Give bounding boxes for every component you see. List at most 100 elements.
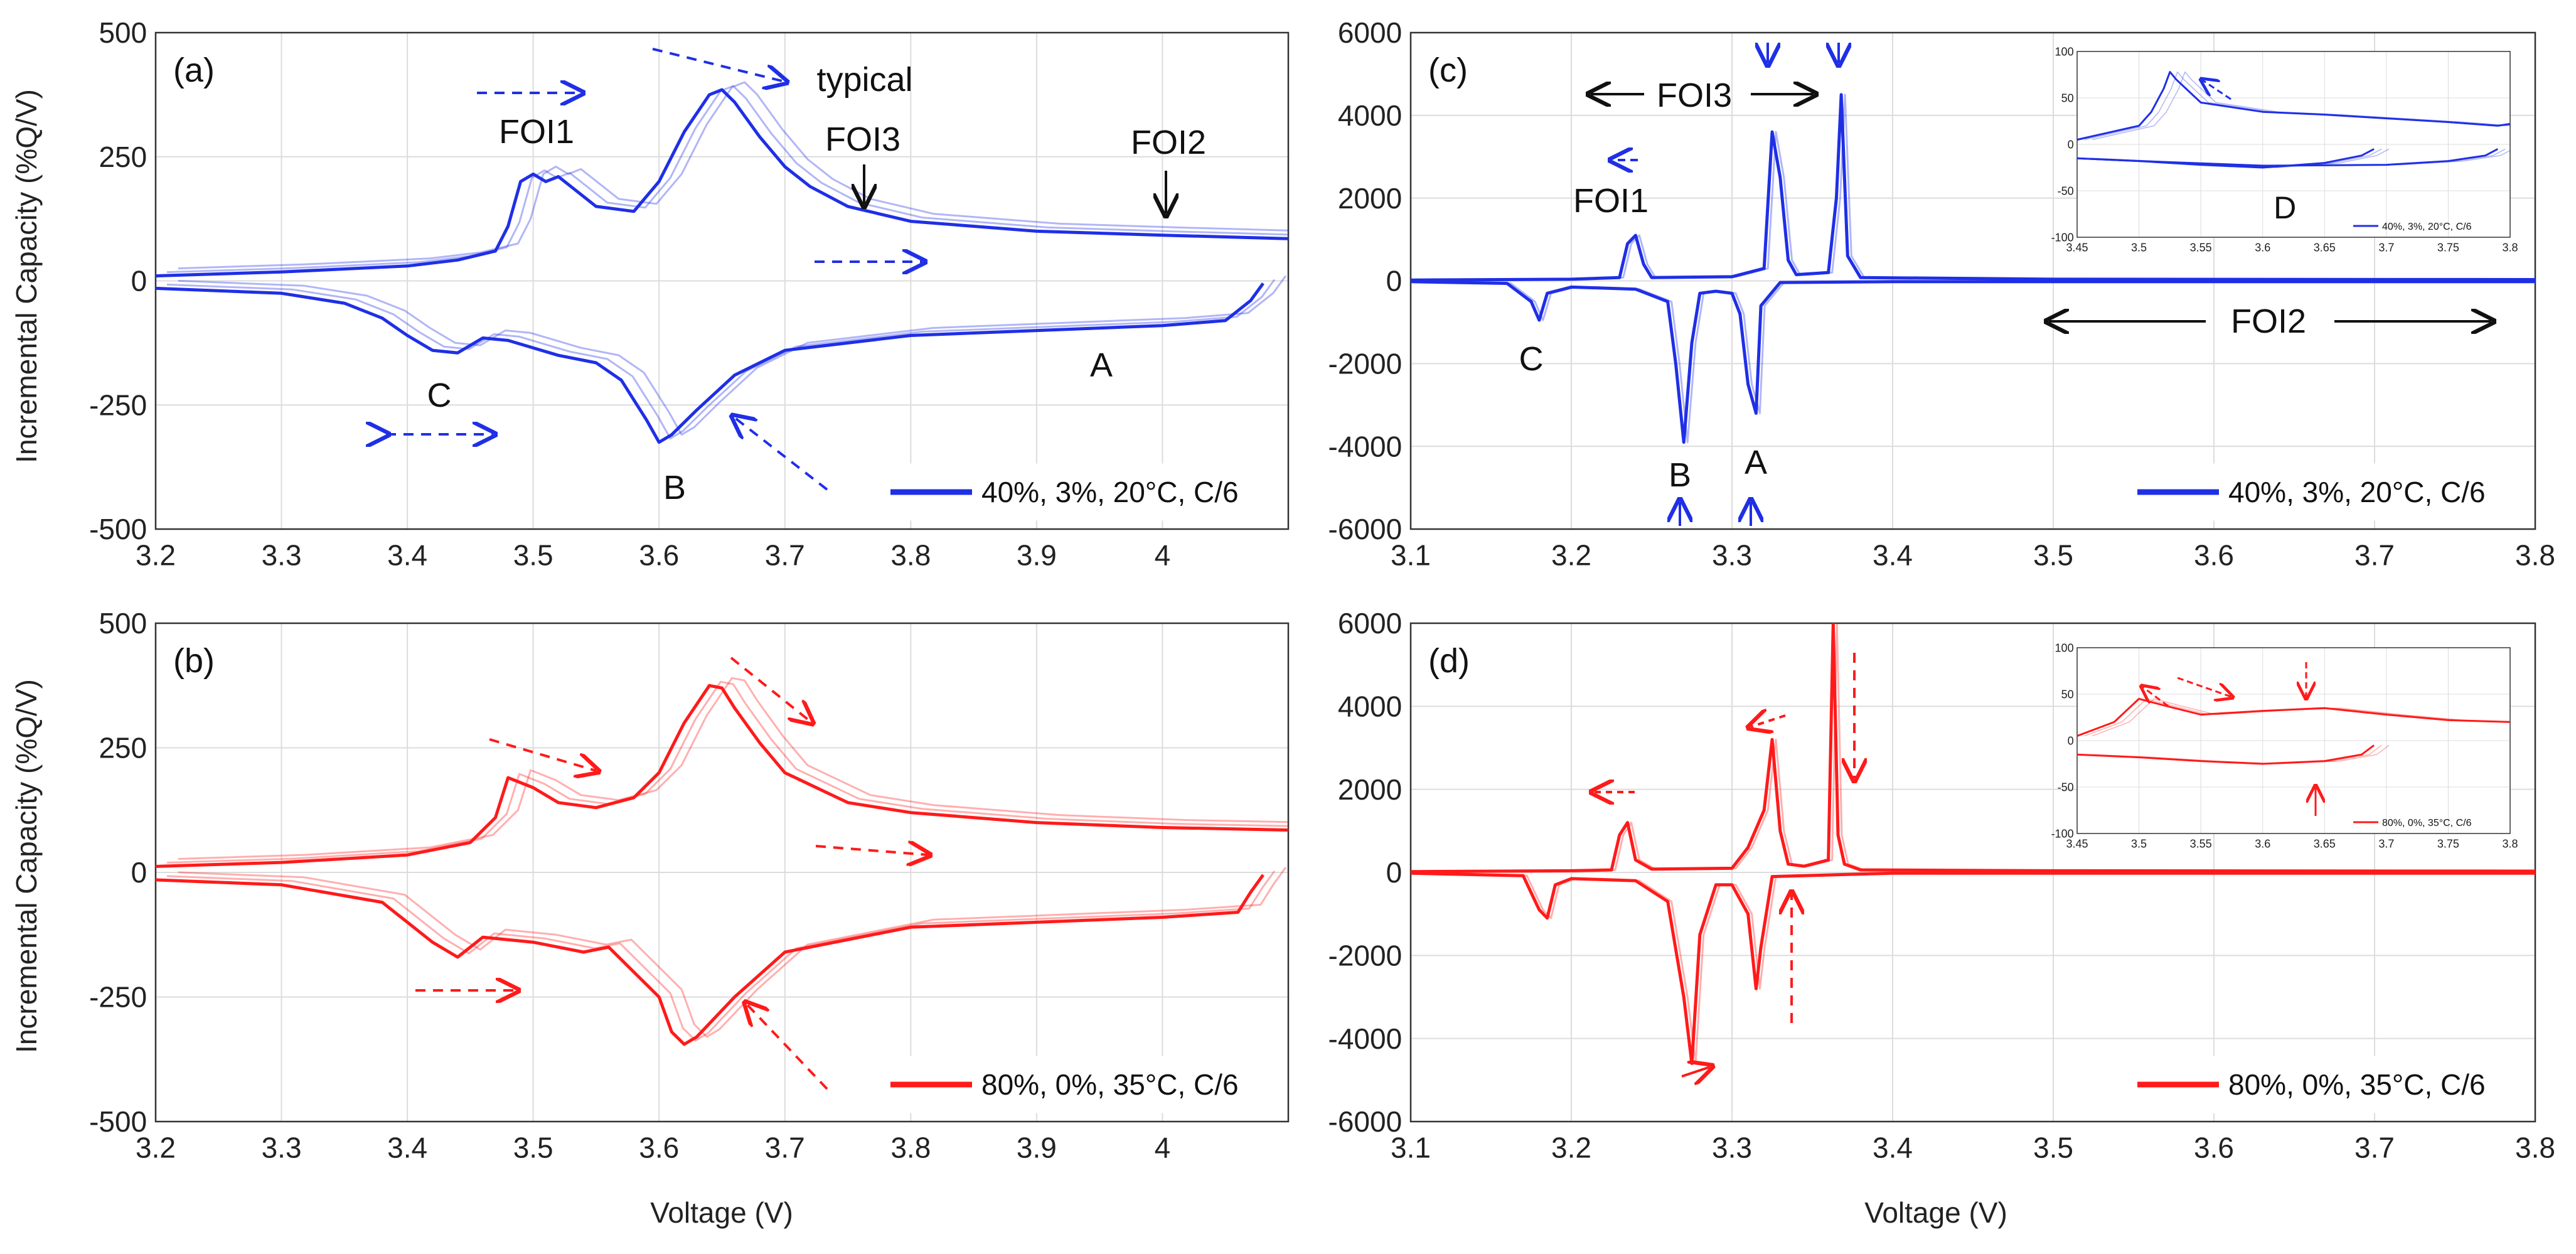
panel-c-x-tick-label: 3.4 [1873, 539, 1913, 572]
panel-b-y-tick-label: -250 [89, 981, 147, 1014]
panel-c-inset-y-tick-label: 100 [2055, 45, 2074, 58]
panel-c-y-tick-label: -4000 [1328, 430, 1403, 463]
panel-c-inset-series-line-0 [2092, 71, 2510, 141]
panel-c-series-line-discharge [1414, 281, 2535, 444]
panel-d-inset-x-tick-label: 3.45 [2066, 838, 2088, 850]
panel-c-inset-legend-label: 40%, 3%, 20°C, C/6 [2382, 222, 2472, 232]
panel-a-annotations: FOI1 typical FOI3 FOI2 A B C [386, 48, 1206, 506]
panel-d-x-tick-label: 3.7 [2354, 1132, 2395, 1164]
panel-b-series-group [156, 677, 1288, 1046]
panel-c-legend-label: 40%, 3%, 20°C, C/6 [2228, 476, 2486, 508]
panel-b-x-tick-label: 3.4 [387, 1132, 427, 1164]
panel-a-frame [154, 31, 1290, 530]
panel-d-x-tick-label: 3.4 [1873, 1132, 1913, 1164]
panel-c-y-tick-label: 0 [1386, 265, 1403, 297]
panel-c-annotations: FOI3 FOI1 FOI2 A B C [1519, 43, 2492, 526]
panel-a-legend-label: 40%, 3%, 20°C, C/6 [981, 476, 1239, 508]
annotation-c-b: B [1669, 456, 1691, 494]
panel-c-series-line-charge [1414, 94, 2535, 281]
panel-d-x-tick-label: 3.2 [1551, 1132, 1591, 1164]
annotation-c-foi2: FOI2 [2231, 303, 2306, 340]
panel-d-inset-series-line-1 [2077, 744, 2375, 765]
panel-d-inset-x-tick-label: 3.5 [2131, 838, 2147, 850]
panel-d-inset-x-tick-label: 3.55 [2190, 838, 2212, 850]
annotation-c-foi3: FOI3 [1657, 77, 1732, 114]
panel-a-series-line-charge [156, 88, 1288, 278]
panel-d-x-tick-label: 3.8 [2515, 1132, 2555, 1164]
panel-b-x-tick-label: 3.5 [513, 1132, 553, 1164]
panel-d-inset-x-tick-label: 3.7 [2378, 838, 2394, 850]
annotation-foi2: FOI2 [1131, 124, 1206, 161]
panel-a-series-line-charge [166, 85, 1288, 274]
panel-b-y-tick-label: -500 [89, 1105, 147, 1138]
panel-c-series-line-discharge [1411, 280, 2535, 444]
panel-a-x-tick-label: 3.7 [765, 539, 805, 572]
dashed-arrow-b1 [489, 738, 596, 771]
panel-d: 3.1 3.2 3.3 3.4 3.5 3.6 3.7 3.8 6000 4000 2000 0 -20… [1328, 607, 2555, 1164]
panel-d-y-tick-label: 0 [1386, 856, 1403, 889]
annotation-c-foi1: FOI1 [1573, 182, 1649, 220]
panel-d-inset: 3.45 3.5 3.55 3.6 3.65 3.7 3.75 3.8 100 50 0 -50 -10… [2051, 641, 2518, 850]
panel-b-x-tick-label: 3.7 [765, 1132, 805, 1164]
panel-b-y-tick-label: 250 [99, 732, 147, 764]
panel-d-y-tick-label: -4000 [1328, 1022, 1403, 1055]
panel-b-x-tick-label: 3.6 [639, 1132, 679, 1164]
dashed-arrow-d2 [1751, 715, 1786, 727]
annotation-foi3: FOI3 [825, 121, 901, 158]
panel-d-inset-y-tick-label: 0 [2068, 734, 2074, 747]
panel-c-inset-x-tick-label: 3.75 [2437, 242, 2459, 254]
panel-d-inset-y-tick-label: 100 [2055, 641, 2074, 654]
panel-c-inset-y-tick-label: -100 [2051, 231, 2074, 244]
panel-d-series-line-charge [1411, 623, 2535, 874]
panel-c-inset-x-tick-label: 3.6 [2255, 242, 2270, 254]
panel-a-x-tick-label: 3.3 [262, 539, 302, 572]
panel-c-inset-frame [2076, 51, 2511, 238]
dashed-arrow-5 [734, 417, 828, 491]
panel-c-inset-y-tick-label: 0 [2068, 138, 2074, 151]
panel-c-inset-x-tick-label: 3.55 [2190, 242, 2212, 254]
panel-a-y-tick-label: 500 [99, 16, 147, 49]
shared-ylabel-bottom: Incremental Capacity (%Q/V) [10, 679, 43, 1053]
panel-a-series-line-discharge [178, 275, 1287, 436]
annotation-c-c: C [1519, 340, 1544, 378]
panel-b-x-tick-label: 4 [1155, 1132, 1171, 1164]
panel-b-series-line-charge [178, 677, 1288, 860]
panel-a-y-tick-label: 0 [131, 265, 147, 297]
panel-a-series-line-discharge [166, 279, 1276, 440]
panel-a-x-tick-label: 3.9 [1017, 539, 1057, 572]
panel-c-x-tick-label: 3.3 [1712, 539, 1752, 572]
panel-c-series-line-charge [1411, 93, 2535, 282]
panel-c-inset-x-tick-label: 3.65 [2314, 242, 2336, 254]
panel-d-inset-x-tick-label: 3.65 [2314, 838, 2336, 850]
panel-b-series-line-discharge [156, 874, 1264, 1046]
panel-c-x-tick-label: 3.8 [2515, 539, 2555, 572]
panel-a-x-tick-label: 3.4 [387, 539, 427, 572]
inset-annotations [2143, 80, 2316, 816]
panel-a-x-tick-label: 3.8 [890, 539, 931, 572]
panel-b: 3.2 3.3 3.4 3.5 3.6 3.7 3.8 3.9 4 500 250 0 -250 -500… [89, 607, 1290, 1164]
panel-b-series-line-discharge [166, 871, 1276, 1042]
panel-d-inset-frame [2076, 647, 2511, 834]
panel-d-inset-y-tick-label: -100 [2051, 827, 2074, 840]
panel-a-x-tick-label: 3.5 [513, 539, 553, 572]
panel-d-legend-label: 80%, 0%, 35°C, C/6 [2228, 1068, 2486, 1101]
panel-a-y-tick-label: -250 [89, 389, 147, 421]
panel-c-inset-series-line-2 [2077, 148, 2499, 167]
panel-c-y-tick-label: -6000 [1328, 513, 1403, 545]
panel-b-annotations [415, 656, 927, 1090]
panel-d-inset-series-group [2077, 697, 2510, 765]
panel-c-inset-series-line-0 [2077, 71, 2510, 141]
dashed-arrow-2 [652, 48, 784, 82]
dashed-arrow-b5 [747, 1004, 828, 1090]
panel-a-x-tick-label: 4 [1155, 539, 1171, 572]
panel-b-y-tick-label: 500 [99, 607, 147, 640]
panel-b-x-tick-label: 3.2 [136, 1132, 176, 1164]
panel-a-x-tick-label: 3.6 [639, 539, 679, 572]
panel-d-x-tick-label: 3.5 [2033, 1132, 2073, 1164]
panel-b-y-tick-label: 0 [131, 856, 147, 889]
panel-c: 3.1 3.2 3.3 3.4 3.5 3.6 3.7 3.8 6000 4000 2000 0 -20… [1328, 16, 2555, 571]
panel-d-x-tick-label: 3.1 [1391, 1132, 1431, 1164]
inset-d-dashed-arrow-1 [2143, 687, 2169, 707]
panel-c-x-tick-label: 3.1 [1391, 539, 1431, 572]
